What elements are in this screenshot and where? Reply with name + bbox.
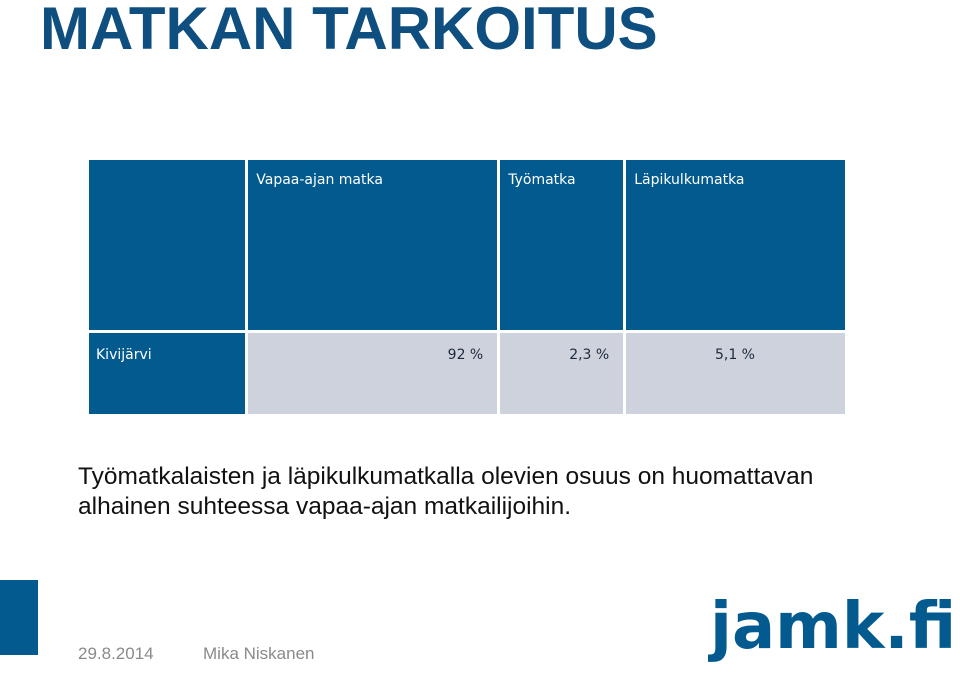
table-row: Kivijärvi 92 % 2,3 % 5,1 %: [85, 330, 848, 417]
header-cell-lapikulkumatka: Läpikulkumatka: [623, 157, 848, 333]
value-cell-lapikulkumatka: 5,1 %: [623, 330, 848, 417]
header-cell-empty: [85, 157, 249, 333]
header-cell-vapaa-ajan-matka: Vapaa-ajan matka: [245, 157, 501, 333]
footer-author: Mika Niskanen: [203, 644, 315, 663]
value-cell-vapaa-ajan-matka: 92 %: [245, 330, 501, 417]
body-text: Työmatkalaisten ja läpikulkumatkalla ole…: [78, 463, 814, 520]
header-cell-tyomatka: Työmatka: [497, 157, 627, 333]
accent-bar: [0, 580, 38, 655]
table-header-row: Vapaa-ajan matka Työmatka Läpikulkumatka: [85, 157, 848, 333]
row-label-cell: Kivijärvi: [85, 330, 249, 417]
value-cell-tyomatka: 2,3 %: [497, 330, 627, 417]
jamk-logo: jamk.fi: [708, 590, 956, 664]
footer-date: 29.8.2014: [78, 644, 154, 663]
logo-text: jamk.fi: [708, 590, 956, 664]
purpose-table: Vapaa-ajan matka Työmatka Läpikulkumatka…: [85, 157, 848, 417]
slide-title: MATKAN TARKOITUS: [40, 0, 658, 62]
